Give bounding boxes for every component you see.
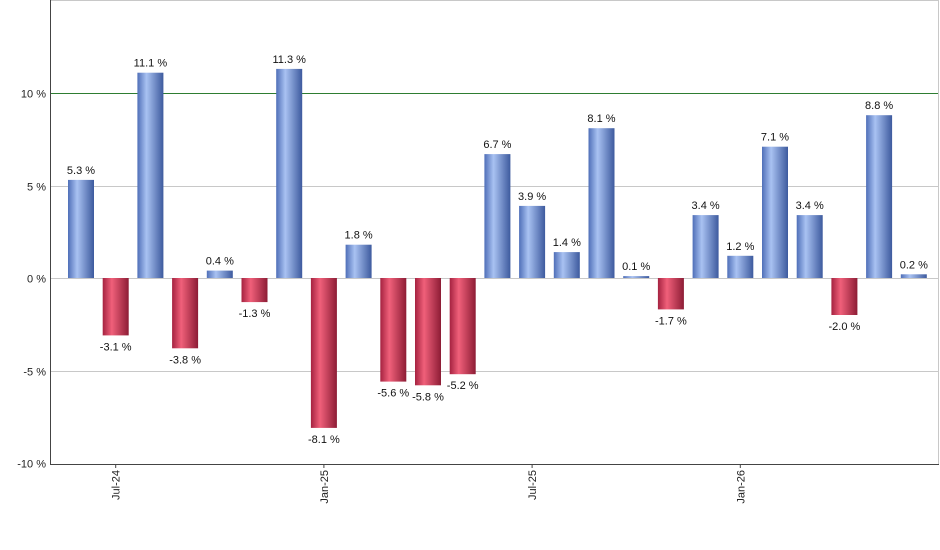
bar-2025-04 [415, 278, 441, 386]
bar-2025-05 [449, 278, 476, 375]
y-tick-label: 5 % [27, 182, 46, 194]
bar-2025-08 [553, 252, 580, 278]
axes: 10 % 5 % 0 % -5 % -10 % Jul-24 Jan-25 Jul-25 Jan… [17, 0, 939, 504]
y-tick-label: 10 % [21, 89, 46, 101]
data-label-2026-01: 1.2 % [726, 241, 754, 253]
data-label-2025-12: 3.4 % [692, 200, 720, 212]
bar-2025-03 [380, 278, 407, 382]
data-label-2026-02: 7.1 % [761, 132, 789, 144]
y-tick-label: -10 % [17, 459, 46, 471]
bar-2024-09 [172, 278, 199, 349]
bar-2025-09 [588, 128, 615, 278]
data-label-2025-02: 1.8 % [345, 230, 373, 242]
data-label-2024-06: 5.3 % [67, 165, 95, 177]
data-labels: 5.3 % -3.1 % 11.1 % -3.8 % 0.4 % -1.3 % 11.3 %… [67, 54, 928, 446]
bar-2024-12 [276, 68, 303, 279]
bar-2025-12 [692, 215, 719, 278]
bar-2024-08 [137, 72, 164, 278]
data-label-2024-08: 11.1 % [134, 58, 168, 70]
x-tick-label: Jul-25 [527, 470, 539, 500]
data-label-2025-04: -5.8 % [412, 391, 444, 403]
data-label-2024-07: -3.1 % [100, 341, 132, 353]
data-label-2024-10: 0.4 % [206, 256, 234, 268]
bar-2025-01 [310, 278, 337, 428]
bar-2024-11 [241, 278, 268, 303]
bar-2024-10 [206, 270, 233, 278]
data-label-2025-08: 1.4 % [553, 237, 581, 249]
y-tick-label: 0 % [27, 274, 46, 286]
bar-2025-07 [519, 205, 546, 278]
bar-2026-03 [796, 215, 823, 278]
data-label-2025-10: 0.1 % [622, 261, 650, 273]
bar-2026-04 [831, 278, 858, 315]
x-tick-label: Jan-25 [319, 470, 331, 504]
bar-2026-05 [866, 115, 893, 278]
data-label-2025-03: -5.6 % [377, 388, 409, 400]
data-label-2026-03: 3.4 % [796, 200, 824, 212]
x-tick-label: Jul-24 [111, 470, 123, 500]
data-label-2025-11: -1.7 % [655, 315, 687, 327]
data-label-2026-05: 8.8 % [865, 100, 893, 112]
bar-2026-06 [900, 274, 927, 278]
data-label-2025-01: -8.1 % [308, 434, 340, 446]
data-label-2025-06: 6.7 % [483, 139, 511, 151]
bar-2025-10 [623, 276, 650, 278]
data-label-2025-07: 3.9 % [518, 191, 546, 203]
bars [68, 68, 927, 428]
x-tick-label: Jan-26 [735, 470, 747, 504]
data-label-2025-05: -5.2 % [447, 380, 479, 392]
data-label-2026-04: -2.0 % [829, 321, 861, 333]
bar-2024-06 [68, 179, 94, 278]
bar-2026-02 [762, 146, 788, 278]
data-label-2026-06: 0.2 % [900, 259, 928, 271]
bar-2025-02 [345, 244, 372, 278]
data-label-2024-09: -3.8 % [169, 354, 201, 366]
bar-2025-11 [657, 278, 684, 310]
data-label-2025-09: 8.1 % [587, 113, 615, 125]
data-label-2024-12: 11.3 % [272, 54, 306, 66]
bar-2026-01 [727, 255, 754, 278]
bar-2025-06 [484, 154, 511, 278]
bar-2024-07 [102, 278, 129, 336]
data-label-2024-11: -1.3 % [239, 308, 271, 320]
y-tick-label: -5 % [23, 367, 46, 379]
